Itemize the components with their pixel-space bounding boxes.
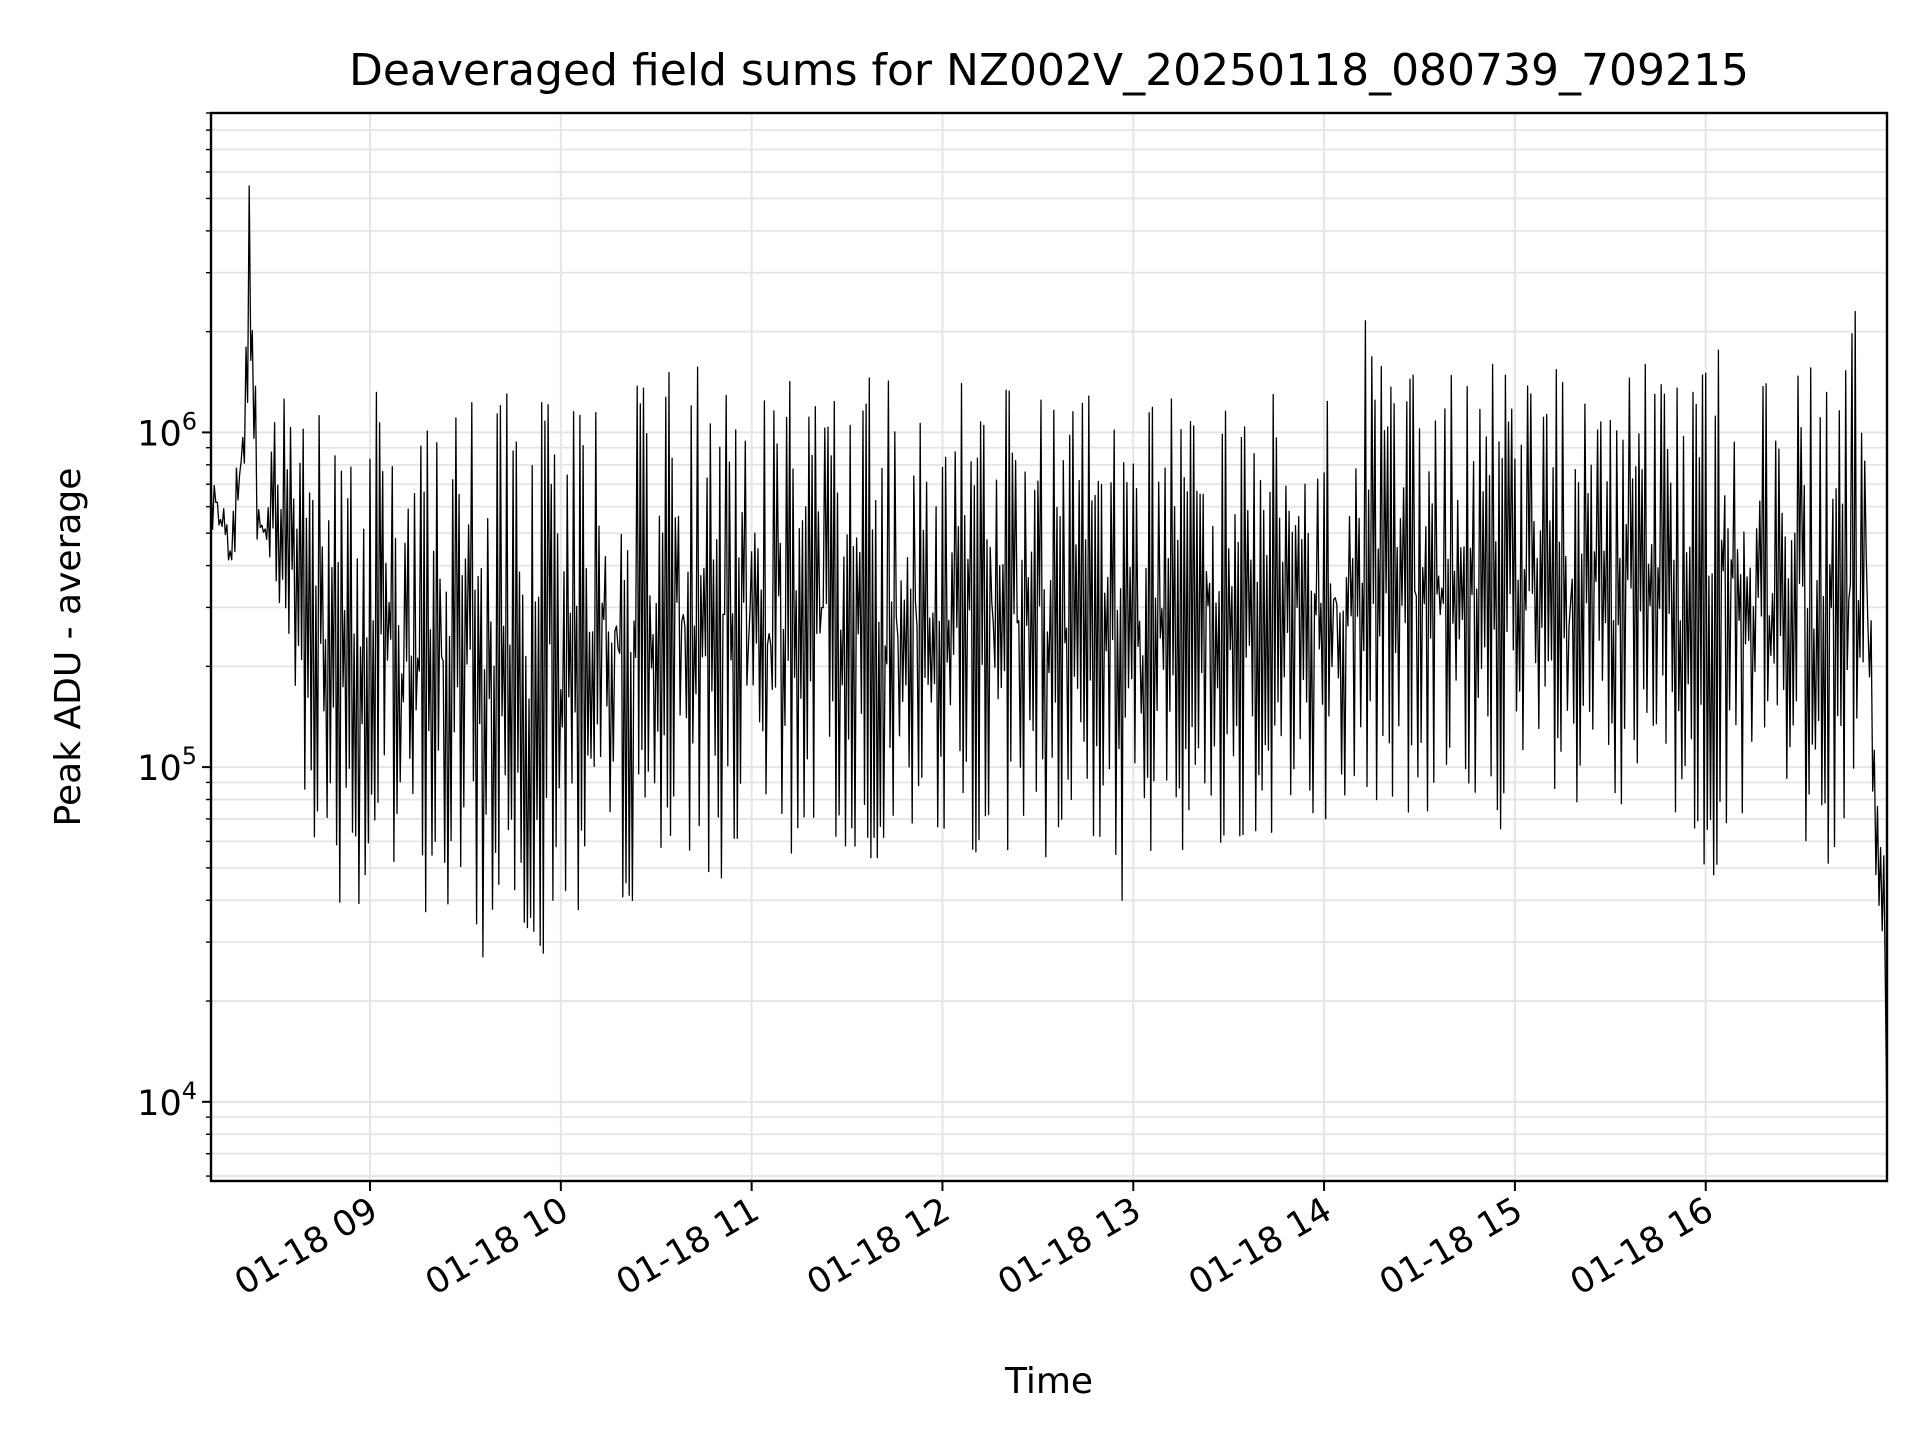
series-trace [210,185,1888,1135]
y-tick-label: 106 [137,407,197,454]
y-tick-label: 104 [137,1077,197,1124]
y-tick-label: 105 [137,742,197,789]
y-axis-label: Peak ADU - average [48,468,89,827]
plot-frame [209,111,1889,1183]
chart-title: Deaveraged field sums for NZ002V_2025011… [349,45,1749,96]
x-axis-label: Time [1004,1361,1093,1402]
series-line [210,185,1888,1135]
